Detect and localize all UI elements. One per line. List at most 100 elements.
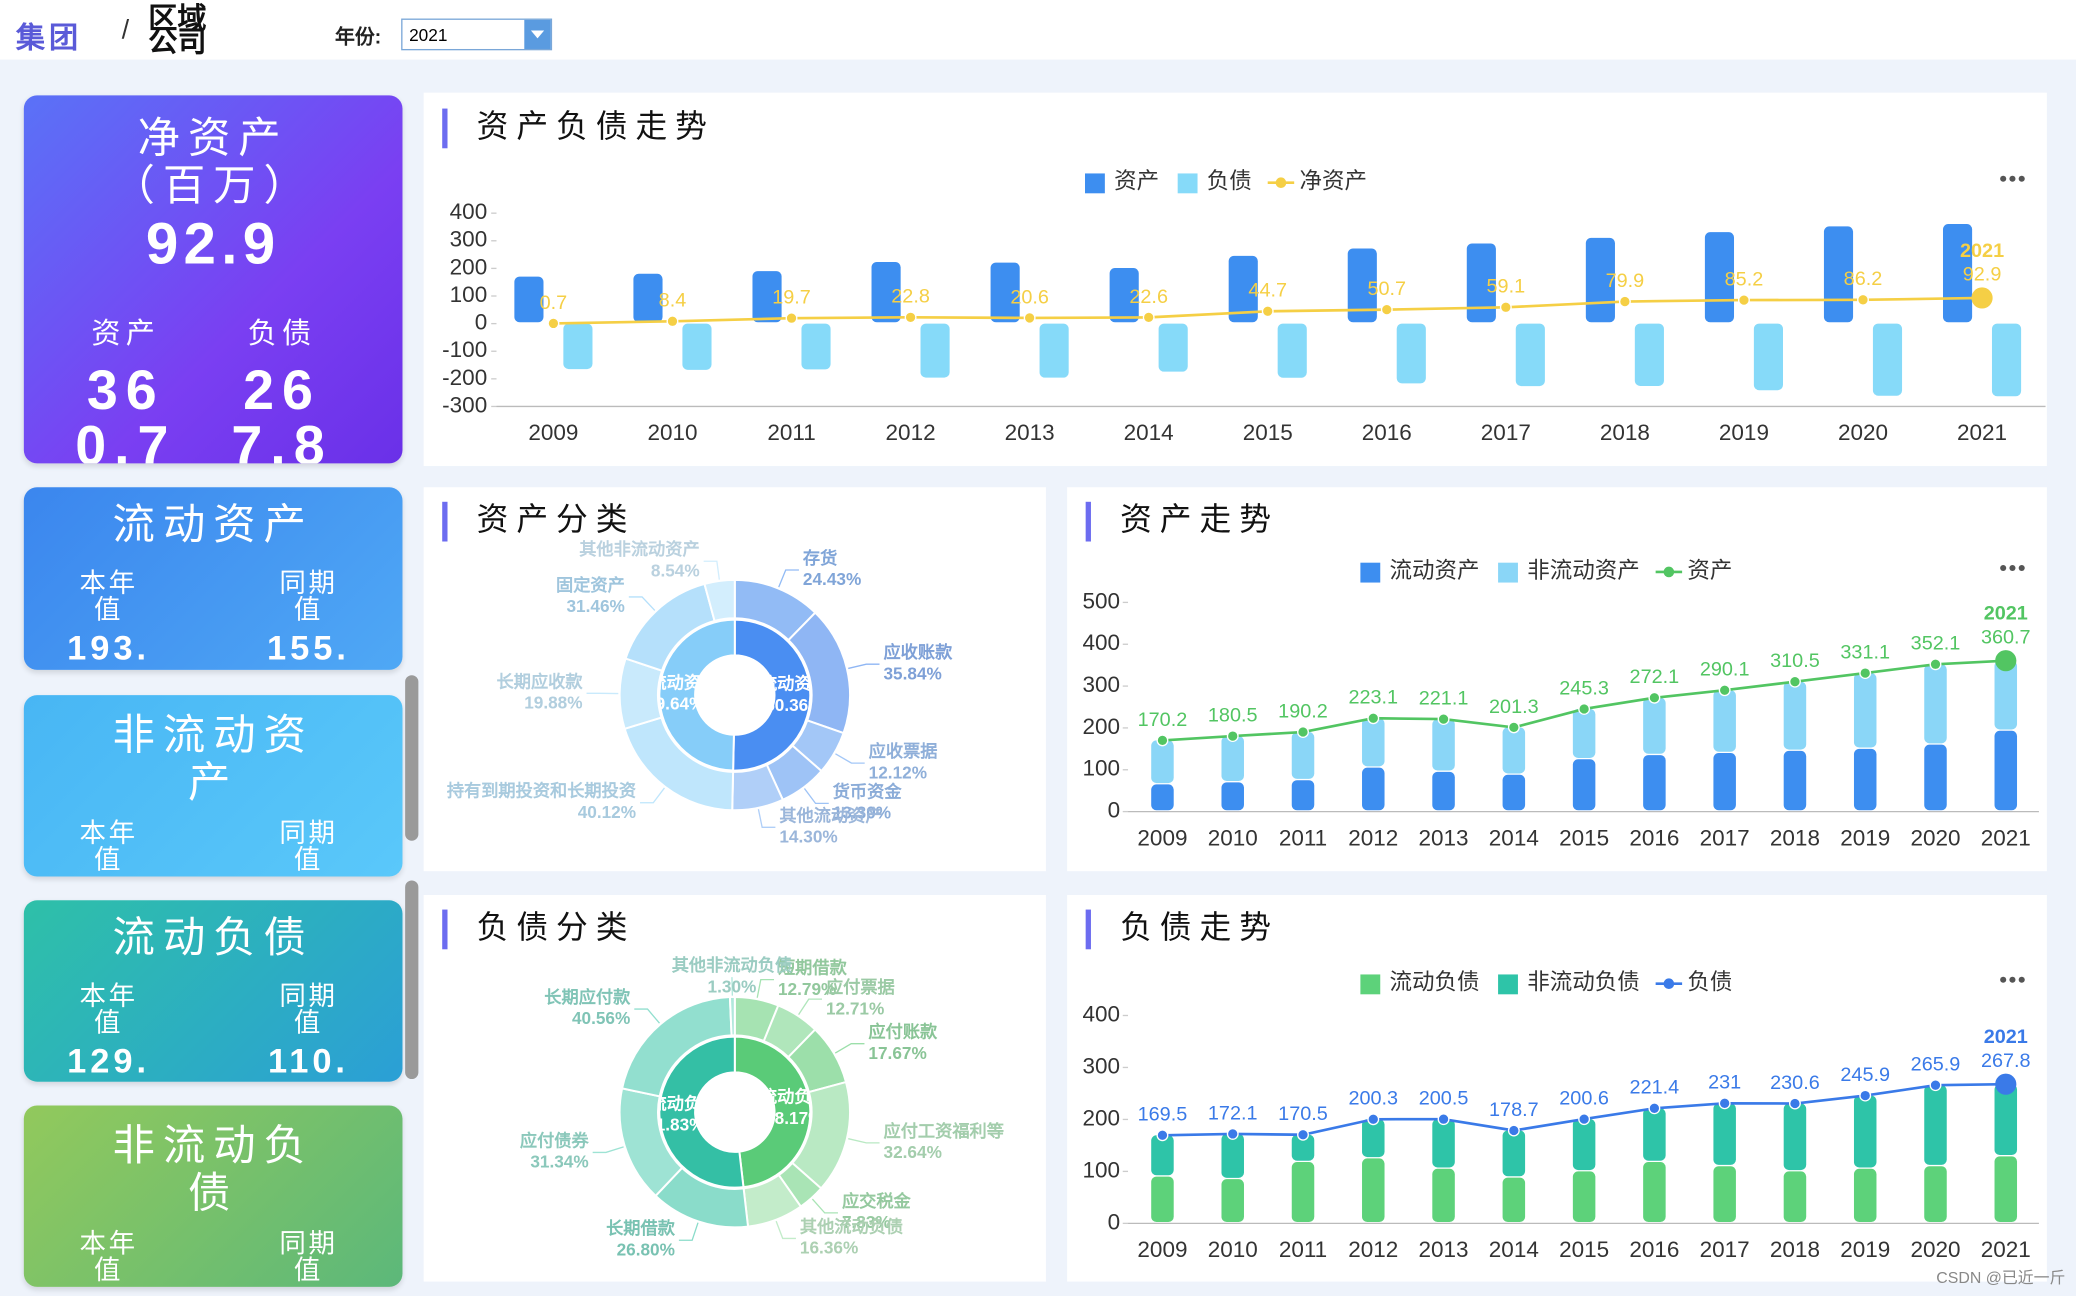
title-bar	[1085, 909, 1091, 950]
bar	[1872, 323, 1903, 396]
card-label: 本年值	[79, 1229, 138, 1286]
x-tick-label: 2020	[1910, 1237, 1960, 1262]
point	[1718, 1097, 1731, 1110]
bar	[1994, 1156, 2018, 1223]
leader-line	[775, 1220, 796, 1240]
noncurrent-asset-card[interactable]: 非流动资产 本年值 同期值	[23, 695, 403, 877]
card-title: 流动负债	[112, 913, 314, 962]
bar	[1221, 736, 1244, 781]
y-tick-label: 500	[1083, 588, 1121, 613]
x-tick-label: 2010	[1208, 1237, 1258, 1262]
data-label: 245.3	[1559, 677, 1609, 699]
card-label: 同期值	[279, 1229, 338, 1286]
region-link[interactable]: 区域公司	[148, 1, 207, 59]
point	[1995, 650, 2017, 672]
scrollbar[interactable]	[405, 675, 419, 841]
group-link[interactable]: 集团	[15, 21, 83, 55]
legend-label: 非流动负债	[1527, 970, 1640, 995]
data-label: 22.8	[891, 286, 930, 308]
bar	[1713, 1103, 1736, 1165]
point	[1297, 726, 1309, 738]
more-icon	[2018, 564, 2025, 572]
data-label: 267.8	[1981, 1050, 2031, 1072]
year-select[interactable]: 2021	[401, 18, 553, 51]
x-tick-label: 2018	[1770, 1237, 1820, 1262]
x-tick-label: 2016	[1629, 825, 1679, 850]
point	[1261, 305, 1274, 318]
bar	[1432, 1168, 1455, 1223]
bar	[1502, 727, 1526, 774]
panel	[1067, 487, 2047, 872]
bar	[1783, 1103, 1807, 1171]
data-label: 310.5	[1770, 650, 1820, 672]
point-category-label: 2021	[1984, 1026, 2028, 1048]
data-label: 245.9	[1840, 1064, 1890, 1086]
bar	[1572, 759, 1596, 811]
x-tick-label: 2017	[1481, 420, 1531, 445]
point	[1737, 294, 1750, 307]
bar	[1853, 1095, 1877, 1168]
point	[1507, 1124, 1520, 1137]
bar	[1291, 1134, 1315, 1161]
bar	[1924, 664, 1947, 744]
y-tick-label: -300	[442, 392, 487, 417]
data-label: 223.1	[1348, 687, 1398, 709]
data-label: 221.4	[1630, 1077, 1680, 1099]
outer-value-label: 1.30%	[708, 976, 757, 996]
outer-value-label: 8.54%	[651, 560, 700, 580]
outer-value-label: 13.30%	[833, 802, 891, 822]
data-label: 169.5	[1138, 1104, 1188, 1126]
bar	[990, 262, 1020, 323]
x-tick-label: 2019	[1719, 420, 1769, 445]
bar	[633, 273, 663, 323]
card-value: 129.0	[67, 1040, 151, 1082]
x-tick-label: 2021	[1981, 825, 2031, 850]
data-label: 8.4	[659, 290, 687, 312]
more-icon	[2009, 175, 2016, 182]
data-label: 331.1	[1840, 641, 1890, 663]
x-tick-label: 2019	[1840, 1237, 1890, 1262]
net-asset-card[interactable]: 净资产（百万） 92.9 资产 360.7 负债 267.8	[23, 95, 403, 464]
bar	[1158, 323, 1188, 372]
leader-line	[628, 596, 656, 611]
card-title: 非流动负债	[112, 1121, 314, 1217]
bar	[1924, 1085, 1947, 1165]
leader-line	[835, 753, 865, 764]
more-icon	[2000, 976, 2007, 983]
bar	[1291, 1162, 1315, 1223]
chart-title: 资产分类	[477, 501, 636, 537]
scrollbar[interactable]	[405, 880, 419, 1080]
dropdown-button[interactable]	[524, 19, 551, 49]
point	[1297, 1128, 1309, 1141]
point	[1648, 1102, 1661, 1115]
title-bar	[442, 108, 448, 149]
data-label: 170.2	[1138, 709, 1188, 731]
bar	[1643, 1162, 1666, 1223]
data-label: 201.3	[1489, 696, 1539, 718]
bar	[1643, 1108, 1666, 1161]
point	[1499, 301, 1512, 314]
data-label: 20.6	[1010, 286, 1049, 308]
card-value: 92.9	[145, 211, 281, 277]
bar	[920, 323, 950, 378]
outer-label: 长期应收款	[497, 671, 584, 691]
x-tick-label: 2011	[767, 420, 815, 445]
outer-label: 长期应付款	[544, 987, 631, 1007]
point	[1648, 691, 1661, 704]
outer-label: 应交税金	[842, 1191, 912, 1211]
more-icon	[2000, 175, 2007, 182]
card-value: 193.2	[67, 627, 151, 670]
bar	[1466, 243, 1496, 323]
data-label: 200.5	[1419, 1088, 1469, 1110]
point	[1718, 684, 1731, 697]
legend-marker	[1085, 173, 1105, 194]
point	[1788, 675, 1801, 688]
inner-value-label: 50.36%	[765, 695, 823, 715]
bar	[1713, 690, 1736, 752]
card-title: 非流动资产	[112, 710, 314, 807]
y-tick-label: -100	[442, 337, 487, 362]
noncurrent-liability-card[interactable]: 非流动负债 本年值 同期值	[23, 1105, 403, 1287]
